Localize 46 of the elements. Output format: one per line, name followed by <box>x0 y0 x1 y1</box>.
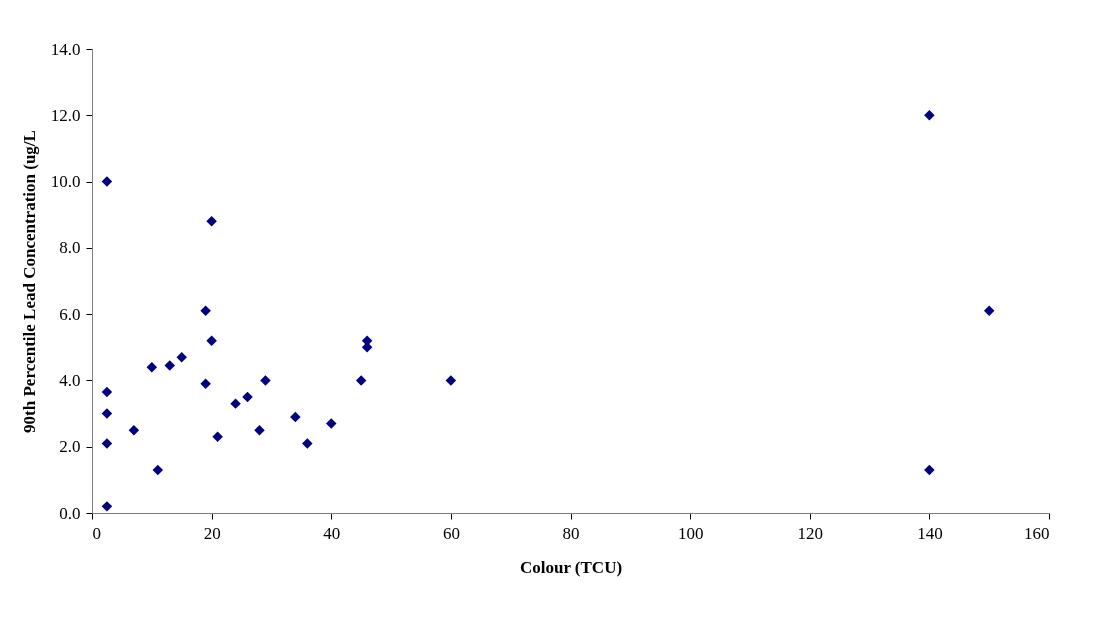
x-axis-title: Colour (TCU) <box>519 557 623 577</box>
point <box>101 408 113 419</box>
point <box>101 438 113 449</box>
y-tick-label: 14.0 <box>50 39 81 59</box>
y-tick-label: 8.0 <box>59 238 81 258</box>
point <box>101 501 113 512</box>
point <box>983 305 995 317</box>
y-axis-title: 90th Percentile Lead Concentration (ug/L <box>19 130 39 433</box>
y-tick-label: 6.0 <box>59 304 81 324</box>
x-tick-label: 80 <box>562 523 580 543</box>
point <box>176 351 187 363</box>
point <box>101 176 113 187</box>
point <box>212 431 223 443</box>
point <box>200 378 211 389</box>
point <box>242 391 253 403</box>
point <box>290 411 301 423</box>
point <box>146 361 158 373</box>
x-tick-label: 100 <box>677 523 704 543</box>
point <box>355 375 367 386</box>
point <box>152 464 164 476</box>
point <box>924 464 935 476</box>
x-tick-label: 20 <box>203 523 221 543</box>
point <box>924 110 935 121</box>
point <box>128 424 140 436</box>
point <box>254 424 265 436</box>
y-tick-label: 4.0 <box>59 370 81 390</box>
point <box>200 305 211 317</box>
y-tick-label: 12.0 <box>50 105 81 125</box>
x-tick-label: 40 <box>323 523 341 543</box>
x-tick-label: 120 <box>797 523 823 543</box>
point <box>230 398 241 409</box>
point <box>101 386 113 398</box>
x-tick-label: 140 <box>917 523 943 543</box>
y-tick-label: 0.0 <box>59 503 81 523</box>
point <box>206 216 217 227</box>
point <box>326 418 337 429</box>
y-tick-label: 10.0 <box>50 172 81 192</box>
point <box>445 375 457 386</box>
point <box>206 335 217 346</box>
point <box>164 360 175 371</box>
x-tick-label: 0 <box>92 523 101 543</box>
point <box>260 375 271 386</box>
x-tick-label: 160 <box>1024 523 1050 543</box>
x-tick-label: 60 <box>442 523 460 543</box>
y-tick-label: 2.0 <box>59 437 81 457</box>
point <box>302 438 313 449</box>
